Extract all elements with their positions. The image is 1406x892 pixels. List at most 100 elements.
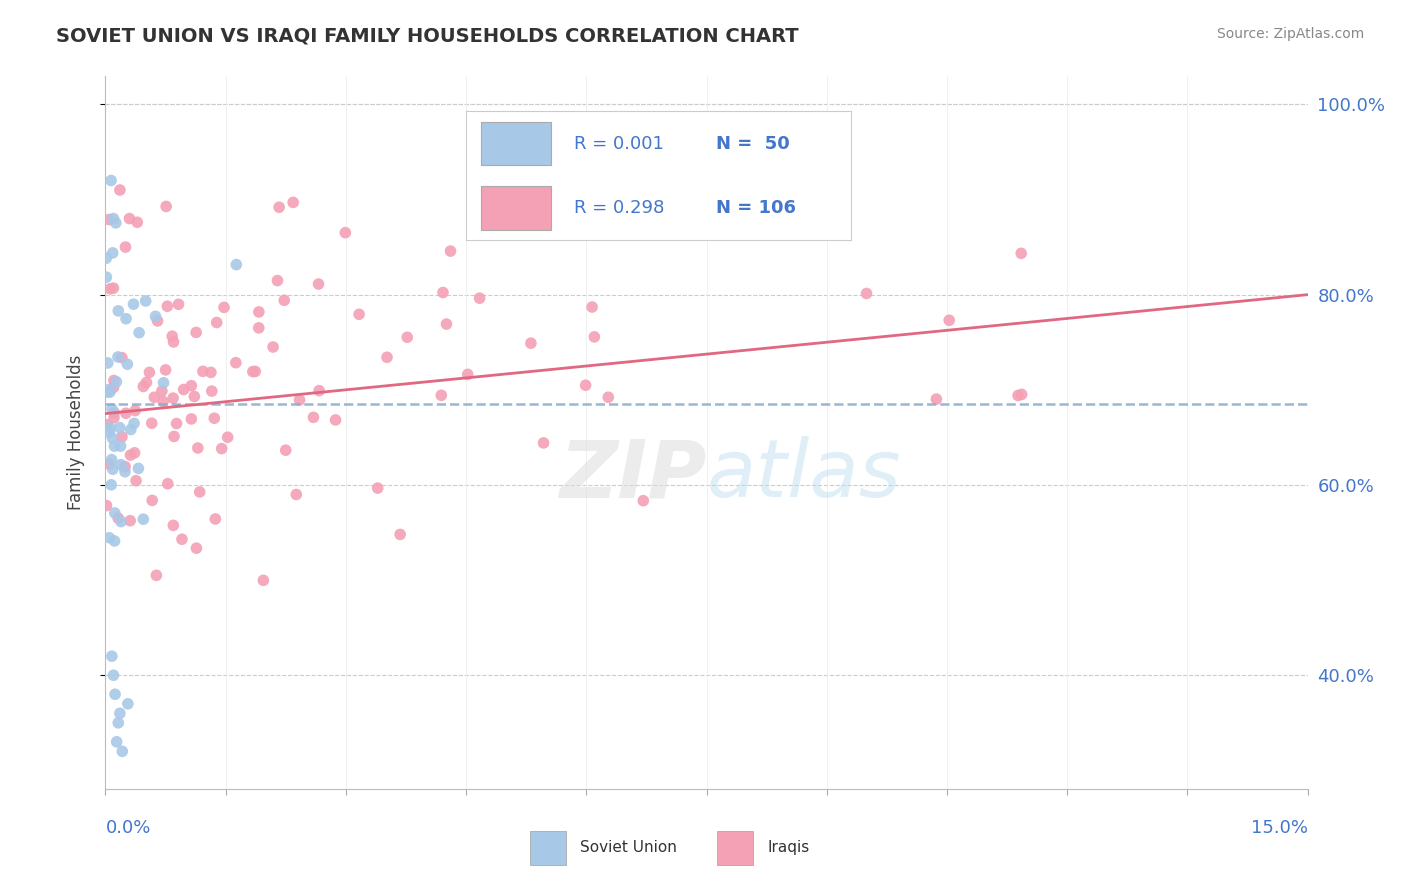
Point — [1007, 388, 1029, 402]
Point — [163, 429, 186, 443]
Point — [114, 465, 136, 479]
Point — [201, 384, 224, 398]
Point — [202, 411, 225, 425]
Point — [103, 211, 125, 226]
Point — [107, 715, 129, 730]
Point — [114, 240, 136, 254]
Point — [103, 439, 125, 453]
Text: SOVIET UNION VS IRAQI FAMILY HOUSEHOLDS CORRELATION CHART: SOVIET UNION VS IRAQI FAMILY HOUSEHOLDS … — [56, 27, 799, 45]
Point — [98, 282, 121, 296]
Point — [97, 212, 120, 227]
Text: Soviet Union: Soviet Union — [581, 840, 678, 855]
Point — [118, 211, 141, 226]
Point — [120, 423, 142, 437]
Point — [160, 329, 183, 343]
Point — [247, 305, 270, 319]
Y-axis label: Family Households: Family Households — [66, 355, 84, 510]
Point — [389, 527, 412, 541]
Point — [97, 356, 120, 370]
Point — [308, 384, 330, 398]
Point — [115, 311, 138, 326]
Point — [325, 413, 347, 427]
Point — [115, 406, 138, 420]
Point — [96, 417, 118, 432]
Point — [145, 568, 167, 582]
Point — [127, 215, 149, 229]
Point — [166, 417, 188, 431]
Point — [124, 446, 146, 460]
Point — [146, 314, 169, 328]
Point — [120, 448, 142, 462]
Point — [204, 512, 226, 526]
Point — [439, 244, 461, 258]
Point — [436, 317, 458, 331]
Text: atlas: atlas — [707, 436, 901, 515]
Point — [335, 226, 357, 240]
Point — [155, 363, 177, 377]
Point — [245, 364, 267, 378]
Point — [122, 417, 145, 431]
Point — [122, 297, 145, 311]
Point — [211, 442, 233, 456]
Point — [141, 493, 163, 508]
Point — [96, 270, 118, 285]
Text: 0.0%: 0.0% — [105, 819, 150, 837]
Text: N = 106: N = 106 — [716, 199, 796, 217]
Point — [225, 356, 247, 370]
Point — [183, 389, 205, 403]
Point — [107, 511, 129, 525]
Point — [212, 301, 235, 315]
Point — [396, 330, 419, 344]
Point — [132, 379, 155, 393]
Point — [375, 351, 398, 365]
Point — [107, 350, 129, 364]
Text: Source: ZipAtlas.com: Source: ZipAtlas.com — [1216, 27, 1364, 41]
Point — [104, 216, 127, 230]
Point — [262, 340, 284, 354]
Point — [100, 478, 122, 492]
Point — [100, 452, 122, 467]
Point — [242, 365, 264, 379]
Point — [225, 258, 247, 272]
Text: Iraqis: Iraqis — [768, 840, 810, 855]
Point — [162, 518, 184, 533]
Point — [200, 365, 222, 379]
Point — [111, 744, 134, 758]
Point — [96, 252, 118, 266]
Point — [186, 326, 208, 340]
Point — [581, 300, 603, 314]
Point — [107, 303, 129, 318]
Point — [633, 493, 655, 508]
Point — [302, 410, 325, 425]
Point — [110, 439, 132, 453]
Point — [97, 383, 120, 397]
Point — [273, 293, 295, 308]
Point — [103, 410, 125, 425]
Point — [170, 533, 193, 547]
Point — [124, 403, 146, 417]
Point — [96, 384, 118, 399]
Point — [156, 476, 179, 491]
Point — [111, 430, 134, 444]
Point — [150, 384, 173, 398]
Point — [167, 297, 190, 311]
Point — [114, 459, 136, 474]
Point — [367, 481, 389, 495]
Point — [162, 334, 184, 349]
Point — [347, 307, 370, 321]
Point — [135, 376, 157, 390]
Point — [117, 697, 139, 711]
Point — [205, 316, 228, 330]
Point — [1011, 387, 1033, 401]
Point — [132, 512, 155, 526]
Point — [128, 326, 150, 340]
Bar — [481, 186, 551, 229]
Point — [138, 365, 160, 379]
Point — [583, 330, 606, 344]
Point — [188, 484, 211, 499]
Text: N =  50: N = 50 — [716, 135, 790, 153]
Point — [103, 406, 125, 420]
Text: ZIP: ZIP — [560, 436, 707, 515]
Point — [266, 274, 288, 288]
Point — [117, 357, 139, 371]
